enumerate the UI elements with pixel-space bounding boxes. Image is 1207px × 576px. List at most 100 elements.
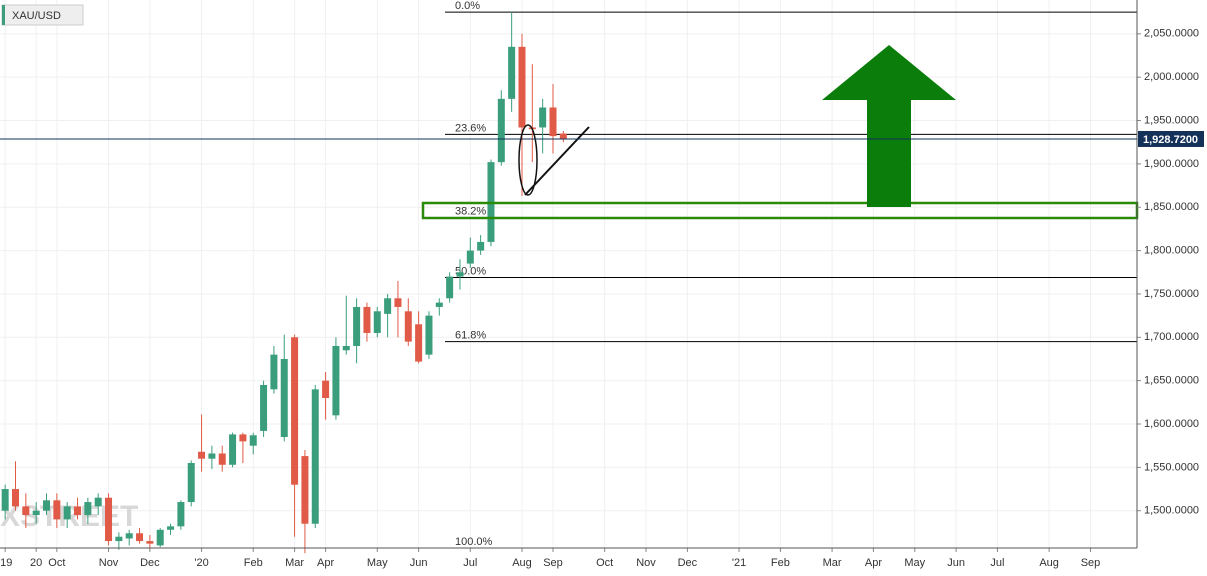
- y-tick-label: 1,500.0000: [1144, 505, 1199, 517]
- candle-body: [466, 250, 474, 264]
- candle-body: [353, 306, 361, 346]
- candle-body: [74, 506, 82, 516]
- candle-body: [518, 46, 526, 128]
- candle-body: [115, 536, 123, 542]
- candle-body: [477, 241, 485, 251]
- fib-label: 0.0%: [455, 0, 480, 12]
- candle-body: [53, 500, 61, 520]
- candle-body: [322, 380, 330, 398]
- fib-label: 100.0%: [455, 536, 493, 548]
- candles: [1, 12, 567, 554]
- candle-body: [94, 497, 102, 507]
- candle-body: [363, 306, 371, 333]
- candle-body: [1, 489, 9, 511]
- up-arrow: [822, 45, 956, 207]
- y-tick-label: 1,800.0000: [1144, 244, 1199, 256]
- candle-body: [508, 46, 516, 99]
- x-tick-label: Oct: [48, 557, 65, 569]
- candle-body: [208, 453, 216, 459]
- grid: [0, 0, 1137, 548]
- x-tick-label: Nov: [636, 557, 656, 569]
- candle-body: [342, 345, 350, 351]
- x-tick-label: Jun: [410, 557, 428, 569]
- y-tick-label: 1,700.0000: [1144, 331, 1199, 343]
- candle-body: [415, 324, 423, 362]
- candle-body: [270, 354, 278, 390]
- candle-body: [229, 434, 237, 465]
- fib-label: 61.8%: [455, 330, 486, 342]
- fib-label: 23.6%: [455, 122, 486, 134]
- x-tick-label: Dec: [678, 557, 698, 569]
- y-tick-label: 2,050.0000: [1144, 28, 1199, 40]
- candle-body: [280, 358, 288, 438]
- y-tick-label: 1,850.0000: [1144, 201, 1199, 213]
- x-tick-label: May: [904, 557, 925, 569]
- candle-body: [187, 463, 195, 503]
- candle-body: [549, 107, 557, 137]
- x-tick-label: Nov: [99, 557, 119, 569]
- x-tick-label: Sep: [543, 557, 563, 569]
- candle-body: [291, 337, 299, 485]
- x-tick-label: Feb: [244, 557, 263, 569]
- candle-body: [446, 276, 454, 299]
- candle-body: [84, 502, 92, 516]
- candle-body: [384, 298, 392, 314]
- x-tick-label: Aug: [1039, 557, 1059, 569]
- y-tick-label: 1,750.0000: [1144, 288, 1199, 300]
- candle-body: [311, 389, 319, 524]
- candle-body: [177, 502, 185, 527]
- y-tick-label: 1,550.0000: [1144, 461, 1199, 473]
- x-tick-label: Dec: [140, 557, 160, 569]
- x-tick-label: '21: [732, 557, 746, 569]
- x-tick-label: Jul: [990, 557, 1004, 569]
- candle-body: [43, 500, 51, 511]
- x-tick-label: May: [367, 557, 388, 569]
- y-tick-label: 1,950.0000: [1144, 114, 1199, 126]
- x-tick-label: Mar: [823, 557, 842, 569]
- x-tick-label: Aug: [512, 557, 532, 569]
- fib-label: 38.2%: [455, 206, 486, 218]
- ellipse-annotation: [518, 124, 538, 196]
- candle-body: [497, 98, 505, 163]
- candle-body: [32, 510, 40, 516]
- candle-body: [167, 526, 175, 530]
- candle-body: [156, 529, 164, 546]
- last-price-label: 1,928.7200: [1143, 134, 1198, 146]
- candle-body: [435, 302, 443, 307]
- candle-body: [198, 451, 206, 459]
- trend-line: [524, 126, 590, 196]
- candle-body: [301, 456, 309, 524]
- candle-body: [136, 533, 144, 542]
- x-tick-label: 20: [30, 557, 42, 569]
- candle-body: [404, 311, 412, 342]
- x-tick-label: Apr: [865, 557, 882, 569]
- symbol-marker: [2, 5, 5, 25]
- candle-body: [218, 453, 226, 465]
- y-tick-label: 1,600.0000: [1144, 418, 1199, 430]
- candle-body: [146, 541, 154, 544]
- symbol-label: XAU/USD: [12, 10, 61, 22]
- candle-body: [373, 311, 381, 333]
- candle-body: [22, 506, 30, 516]
- candle-body: [456, 272, 464, 277]
- candle-body: [559, 133, 567, 139]
- candle-body: [260, 384, 268, 431]
- candle-body: [425, 315, 433, 355]
- candle-body: [539, 107, 547, 128]
- candle-body: [239, 434, 247, 442]
- y-tick-label: 2,000.0000: [1144, 71, 1199, 83]
- candle-body: [105, 497, 113, 542]
- candle-body: [332, 345, 340, 416]
- x-tick-label: Sep: [1081, 557, 1101, 569]
- y-tick-label: 1,650.0000: [1144, 375, 1199, 387]
- y-tick-label: 1,900.0000: [1144, 158, 1199, 170]
- x-tick-label: Jun: [947, 557, 965, 569]
- candle-body: [63, 506, 71, 520]
- x-tick-label: Oct: [596, 557, 613, 569]
- last-price-box: [1138, 130, 1204, 147]
- x-tick-label: Apr: [317, 557, 334, 569]
- x-tick-label: '20: [194, 557, 208, 569]
